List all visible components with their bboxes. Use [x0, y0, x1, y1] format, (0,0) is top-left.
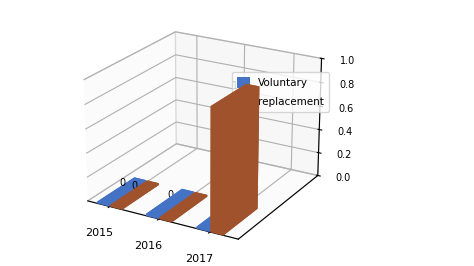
Legend: Voluntary, replacement: Voluntary, replacement [232, 72, 329, 112]
